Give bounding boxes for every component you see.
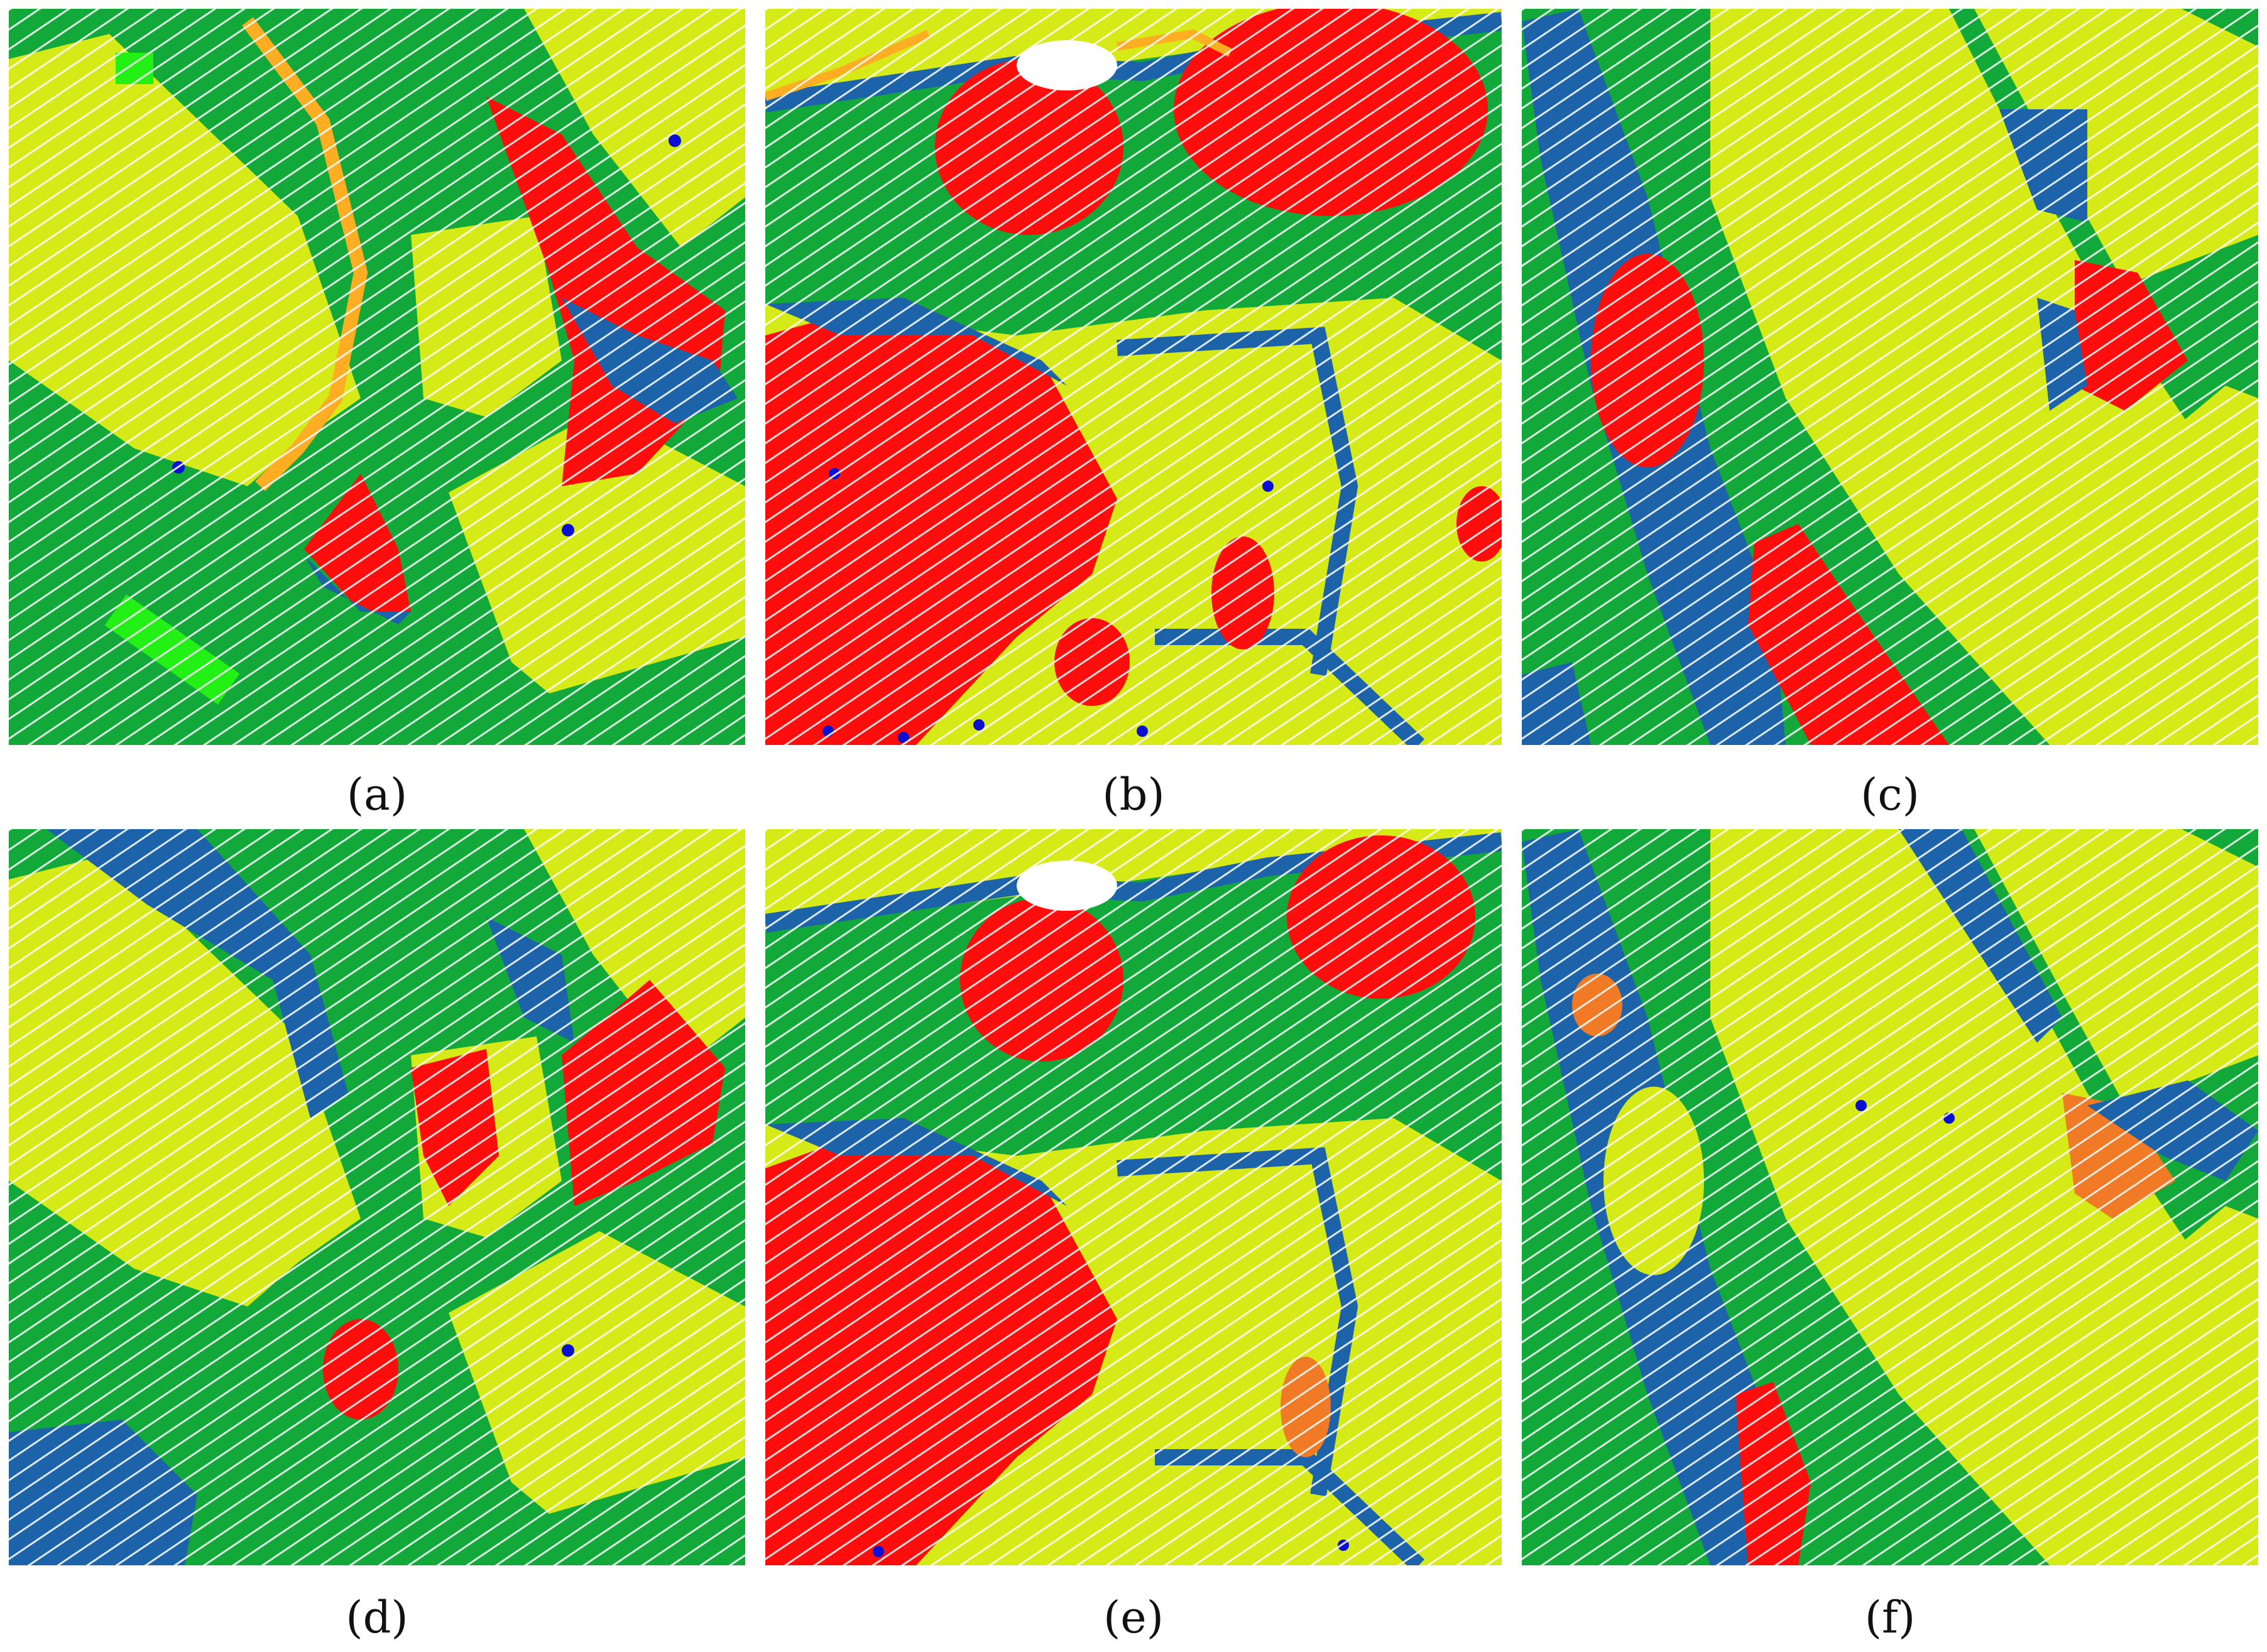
panel-b-point-cloud bbox=[765, 9, 1502, 745]
caption-f: (f) bbox=[1864, 1592, 1916, 1643]
caption-b: (b) bbox=[1102, 769, 1165, 820]
caption-c: (c) bbox=[1860, 769, 1920, 820]
panel-e-classification-map bbox=[765, 829, 1502, 1565]
panel-a-point-cloud bbox=[9, 9, 745, 745]
panel-f-classification-map bbox=[1522, 829, 2258, 1565]
panel-f-point-cloud bbox=[1522, 829, 2258, 1565]
caption-e: (e) bbox=[1103, 1592, 1164, 1643]
panel-d-classification-map bbox=[9, 829, 745, 1565]
caption-a: (a) bbox=[346, 769, 408, 820]
panel-b-classification-map bbox=[765, 9, 1502, 745]
caption-d: (d) bbox=[346, 1592, 408, 1643]
panel-c-classification-map bbox=[1522, 9, 2258, 745]
panel-e-point-cloud bbox=[765, 829, 1502, 1565]
panel-a-classification-map bbox=[9, 9, 745, 745]
panel-d-point-cloud bbox=[9, 829, 745, 1565]
panel-c-point-cloud bbox=[1522, 9, 2258, 745]
